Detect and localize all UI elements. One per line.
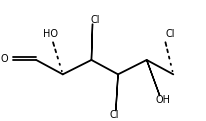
Text: HO: HO: [43, 29, 58, 39]
Text: Cl: Cl: [91, 15, 100, 25]
Polygon shape: [91, 24, 92, 60]
Text: OH: OH: [156, 95, 171, 106]
Polygon shape: [147, 60, 160, 96]
Text: O: O: [1, 54, 8, 64]
Text: Cl: Cl: [109, 110, 119, 120]
Text: Cl: Cl: [165, 29, 175, 39]
Polygon shape: [116, 74, 118, 111]
